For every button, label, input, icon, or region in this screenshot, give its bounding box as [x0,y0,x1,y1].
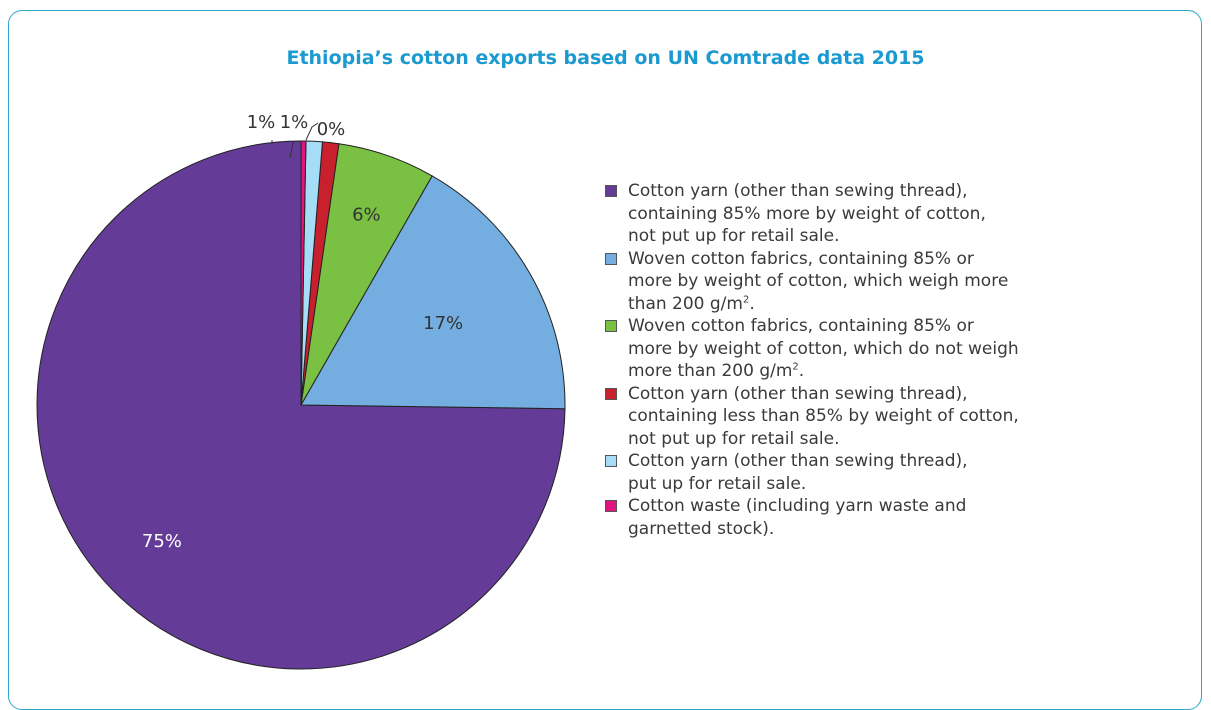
legend: Cotton yarn (other than sewing thread), … [605,180,1085,540]
slice-label-2: 6% [352,204,381,225]
leader-line-5 [305,122,319,141]
legend-item-0: Cotton yarn (other than sewing thread), … [605,180,1085,248]
legend-item-1: Woven cotton fabrics, containing 85% or … [605,248,1085,316]
pie-slice-1 [300,175,566,410]
chart-title: Ethiopia’s cotton exports based on UN Co… [286,47,925,69]
legend-swatch-4 [605,455,617,467]
legend-label-1: Woven cotton fabrics, containing 85% or … [628,248,1009,314]
pie-chart: 75% 17% 6% 1% 1% 0% [36,112,566,670]
legend-label-3: Cotton yarn (other than sewing thread), … [628,383,1019,449]
legend-item-3: Cotton yarn (other than sewing thread), … [605,383,1085,451]
legend-label-2: Woven cotton fabrics, containing 85% or … [628,316,1019,381]
slice-label-3: 1% [247,112,276,133]
legend-swatch-2 [605,320,617,332]
legend-label-4: Cotton yarn (other than sewing thread), … [628,451,968,494]
slice-label-5: 0% [317,119,346,140]
slice-label-1: 17% [423,313,463,334]
pie-slice-5 [300,140,307,406]
legend-label-0: Cotton yarn (other than sewing thread), … [628,181,986,246]
leader-line-4 [289,141,294,159]
legend-swatch-0 [605,185,617,197]
slice-label-4: 1% [280,112,309,133]
legend-item-2: Woven cotton fabrics, containing 85% or … [605,315,1085,383]
legend-item-5: Cotton waste (including yarn waste and g… [605,495,1085,540]
legend-swatch-3 [605,387,617,400]
legend-swatch-1 [605,252,617,265]
legend-label-5: Cotton waste (including yarn waste and g… [628,496,967,539]
legend-item-4: Cotton yarn (other than sewing thread), … [605,450,1085,495]
slice-label-0: 75% [142,531,182,552]
legend-swatch-5 [605,500,617,512]
